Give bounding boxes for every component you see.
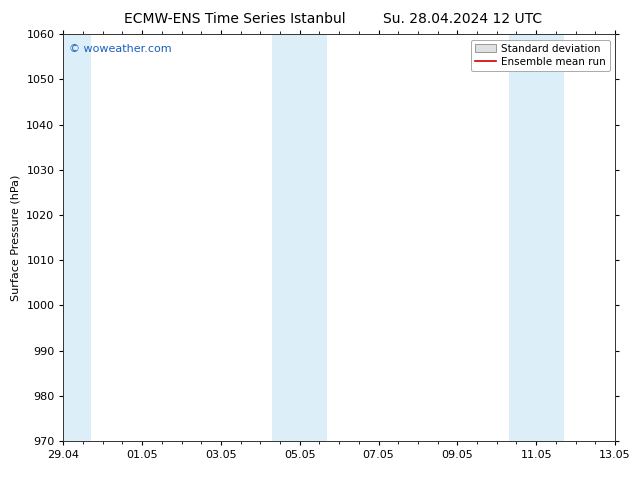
Bar bbox=[508, 34, 564, 441]
Bar bbox=[44, 34, 91, 441]
Text: ECMW-ENS Time Series Istanbul: ECMW-ENS Time Series Istanbul bbox=[124, 12, 346, 26]
Text: © woweather.com: © woweather.com bbox=[69, 45, 172, 54]
Legend: Standard deviation, Ensemble mean run: Standard deviation, Ensemble mean run bbox=[470, 40, 610, 71]
Y-axis label: Surface Pressure (hPa): Surface Pressure (hPa) bbox=[11, 174, 21, 301]
Text: Su. 28.04.2024 12 UTC: Su. 28.04.2024 12 UTC bbox=[384, 12, 542, 26]
Bar bbox=[272, 34, 327, 441]
